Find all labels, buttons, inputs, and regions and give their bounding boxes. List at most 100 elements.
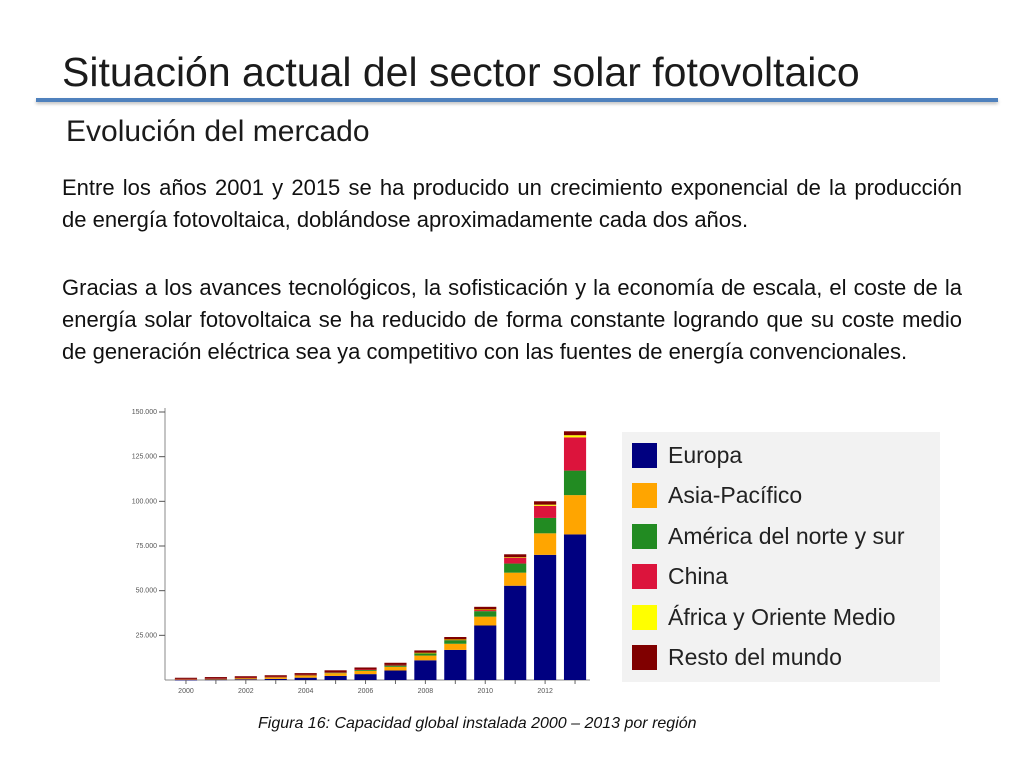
legend-swatch [632, 523, 657, 549]
bar-segment [504, 585, 527, 680]
bar-segment [204, 677, 227, 679]
bar-segment [444, 637, 467, 640]
bar-segment [384, 662, 407, 665]
bar-segment [534, 533, 557, 555]
legend-item: Resto del mundo [632, 644, 842, 672]
bar-segment [444, 649, 467, 680]
bar-segment [174, 678, 198, 680]
bar-segment [563, 431, 587, 436]
x-tick-label: 2006 [358, 688, 374, 695]
x-tick-label: 2010 [477, 688, 493, 695]
legend-label: China [668, 563, 729, 589]
bar-segment [474, 616, 497, 626]
chart-legend: Europa Asia-Pacífico América del norte y s… [622, 432, 940, 682]
bar-segment [474, 611, 497, 617]
y-tick-label: 75.000 [136, 543, 158, 550]
legend-item: Europa [632, 441, 742, 469]
x-tick-label: 2000 [178, 688, 194, 695]
y-tick-label: 50.000 [136, 588, 158, 595]
bar-segment [354, 670, 377, 675]
y-tick-label: 100.000 [132, 498, 157, 505]
bar-segment [324, 675, 347, 680]
legend-swatch [632, 564, 657, 589]
paragraph-growth: Entre los años 2001 y 2015 se ha produci… [62, 175, 962, 232]
bar-segment [354, 674, 377, 680]
bar-segment [444, 639, 467, 641]
bar-segment [414, 660, 437, 680]
bar-segment [324, 670, 347, 673]
legend-swatch [632, 645, 657, 670]
legend-label: Resto del mundo [668, 644, 842, 670]
bar-segment [264, 676, 287, 678]
x-tick-label: 2008 [418, 688, 434, 695]
legend-label: África y Oriente Medio [668, 603, 896, 630]
bar-segment [204, 678, 227, 679]
bar-segment [264, 675, 287, 677]
title-divider [36, 98, 998, 102]
bar-segment [324, 673, 347, 676]
bar-segment [534, 505, 557, 518]
bar-segment [563, 495, 587, 535]
bar-segment [474, 625, 497, 680]
legend-item: América del norte y sur [632, 522, 904, 550]
bar-segment [384, 666, 407, 671]
bar-segment [444, 643, 467, 650]
bar-segment [504, 554, 527, 558]
bar-segment [563, 470, 587, 496]
bar-segment [474, 609, 497, 611]
bar-segment [384, 665, 407, 667]
bar-segment [563, 437, 587, 471]
bar-segment [294, 677, 317, 680]
bar-segment [504, 572, 527, 586]
bar-segment [234, 679, 257, 680]
bar-segment [563, 435, 587, 438]
bar-segment [234, 677, 257, 679]
slide-title: Situación actual del sector solar fotovo… [62, 49, 860, 95]
bar-segment [294, 675, 317, 678]
legend-item: Asia-Pacífico [632, 482, 802, 510]
capacity-bar-chart: 25.000 50.000 75.000 100.000 125.000 150.000 2… [132, 408, 590, 695]
figure-caption: Figura 16: Capacidad global instalada 20… [258, 715, 697, 732]
bar-segment [474, 606, 497, 610]
x-tick-label: 2002 [238, 688, 254, 695]
legend-item: China [632, 563, 728, 591]
bar-segment [264, 677, 287, 679]
bar-segment [354, 667, 377, 670]
bar-segment [294, 673, 317, 675]
bar-segment [534, 501, 557, 505]
bar-segment [354, 669, 377, 671]
bar-segment [204, 679, 227, 681]
bar-segment [354, 669, 377, 671]
bar-segment [414, 650, 437, 653]
legend-label: Asia-Pacífico [668, 482, 803, 508]
bar-segment [174, 677, 198, 679]
x-tick-label: 2012 [537, 688, 553, 695]
paragraph-costs: Gracias a los avances tecnológicos, la s… [62, 275, 962, 364]
bar-segment [474, 609, 497, 612]
legend-swatch [632, 483, 657, 508]
bar-segment [534, 504, 557, 506]
bar-segment [234, 676, 257, 678]
y-tick-label: 150.000 [132, 409, 157, 416]
legend-swatch [632, 442, 657, 468]
bar-segment [384, 670, 407, 680]
bar-segment [324, 672, 347, 673]
bar-segment [264, 678, 287, 680]
bar-segment [504, 557, 527, 558]
bar-segment [444, 640, 467, 644]
bar-segment [204, 678, 227, 680]
bar-segment [414, 652, 437, 654]
bar-segment [414, 655, 437, 661]
legend-label: Europa [668, 441, 743, 468]
bar-segment [504, 557, 527, 564]
bar-segment [534, 517, 557, 534]
bar-segment [414, 653, 437, 656]
y-tick-label: 125.000 [132, 454, 157, 461]
legend-item: África y Oriente Medio [632, 603, 896, 631]
bar-segment [294, 674, 317, 676]
y-tick-label: 25.000 [136, 632, 158, 639]
bar-segment [384, 664, 407, 666]
bar-segment [534, 554, 557, 680]
bar-segment [563, 534, 587, 680]
slide-subtitle: Evolución del mercado [66, 115, 370, 148]
